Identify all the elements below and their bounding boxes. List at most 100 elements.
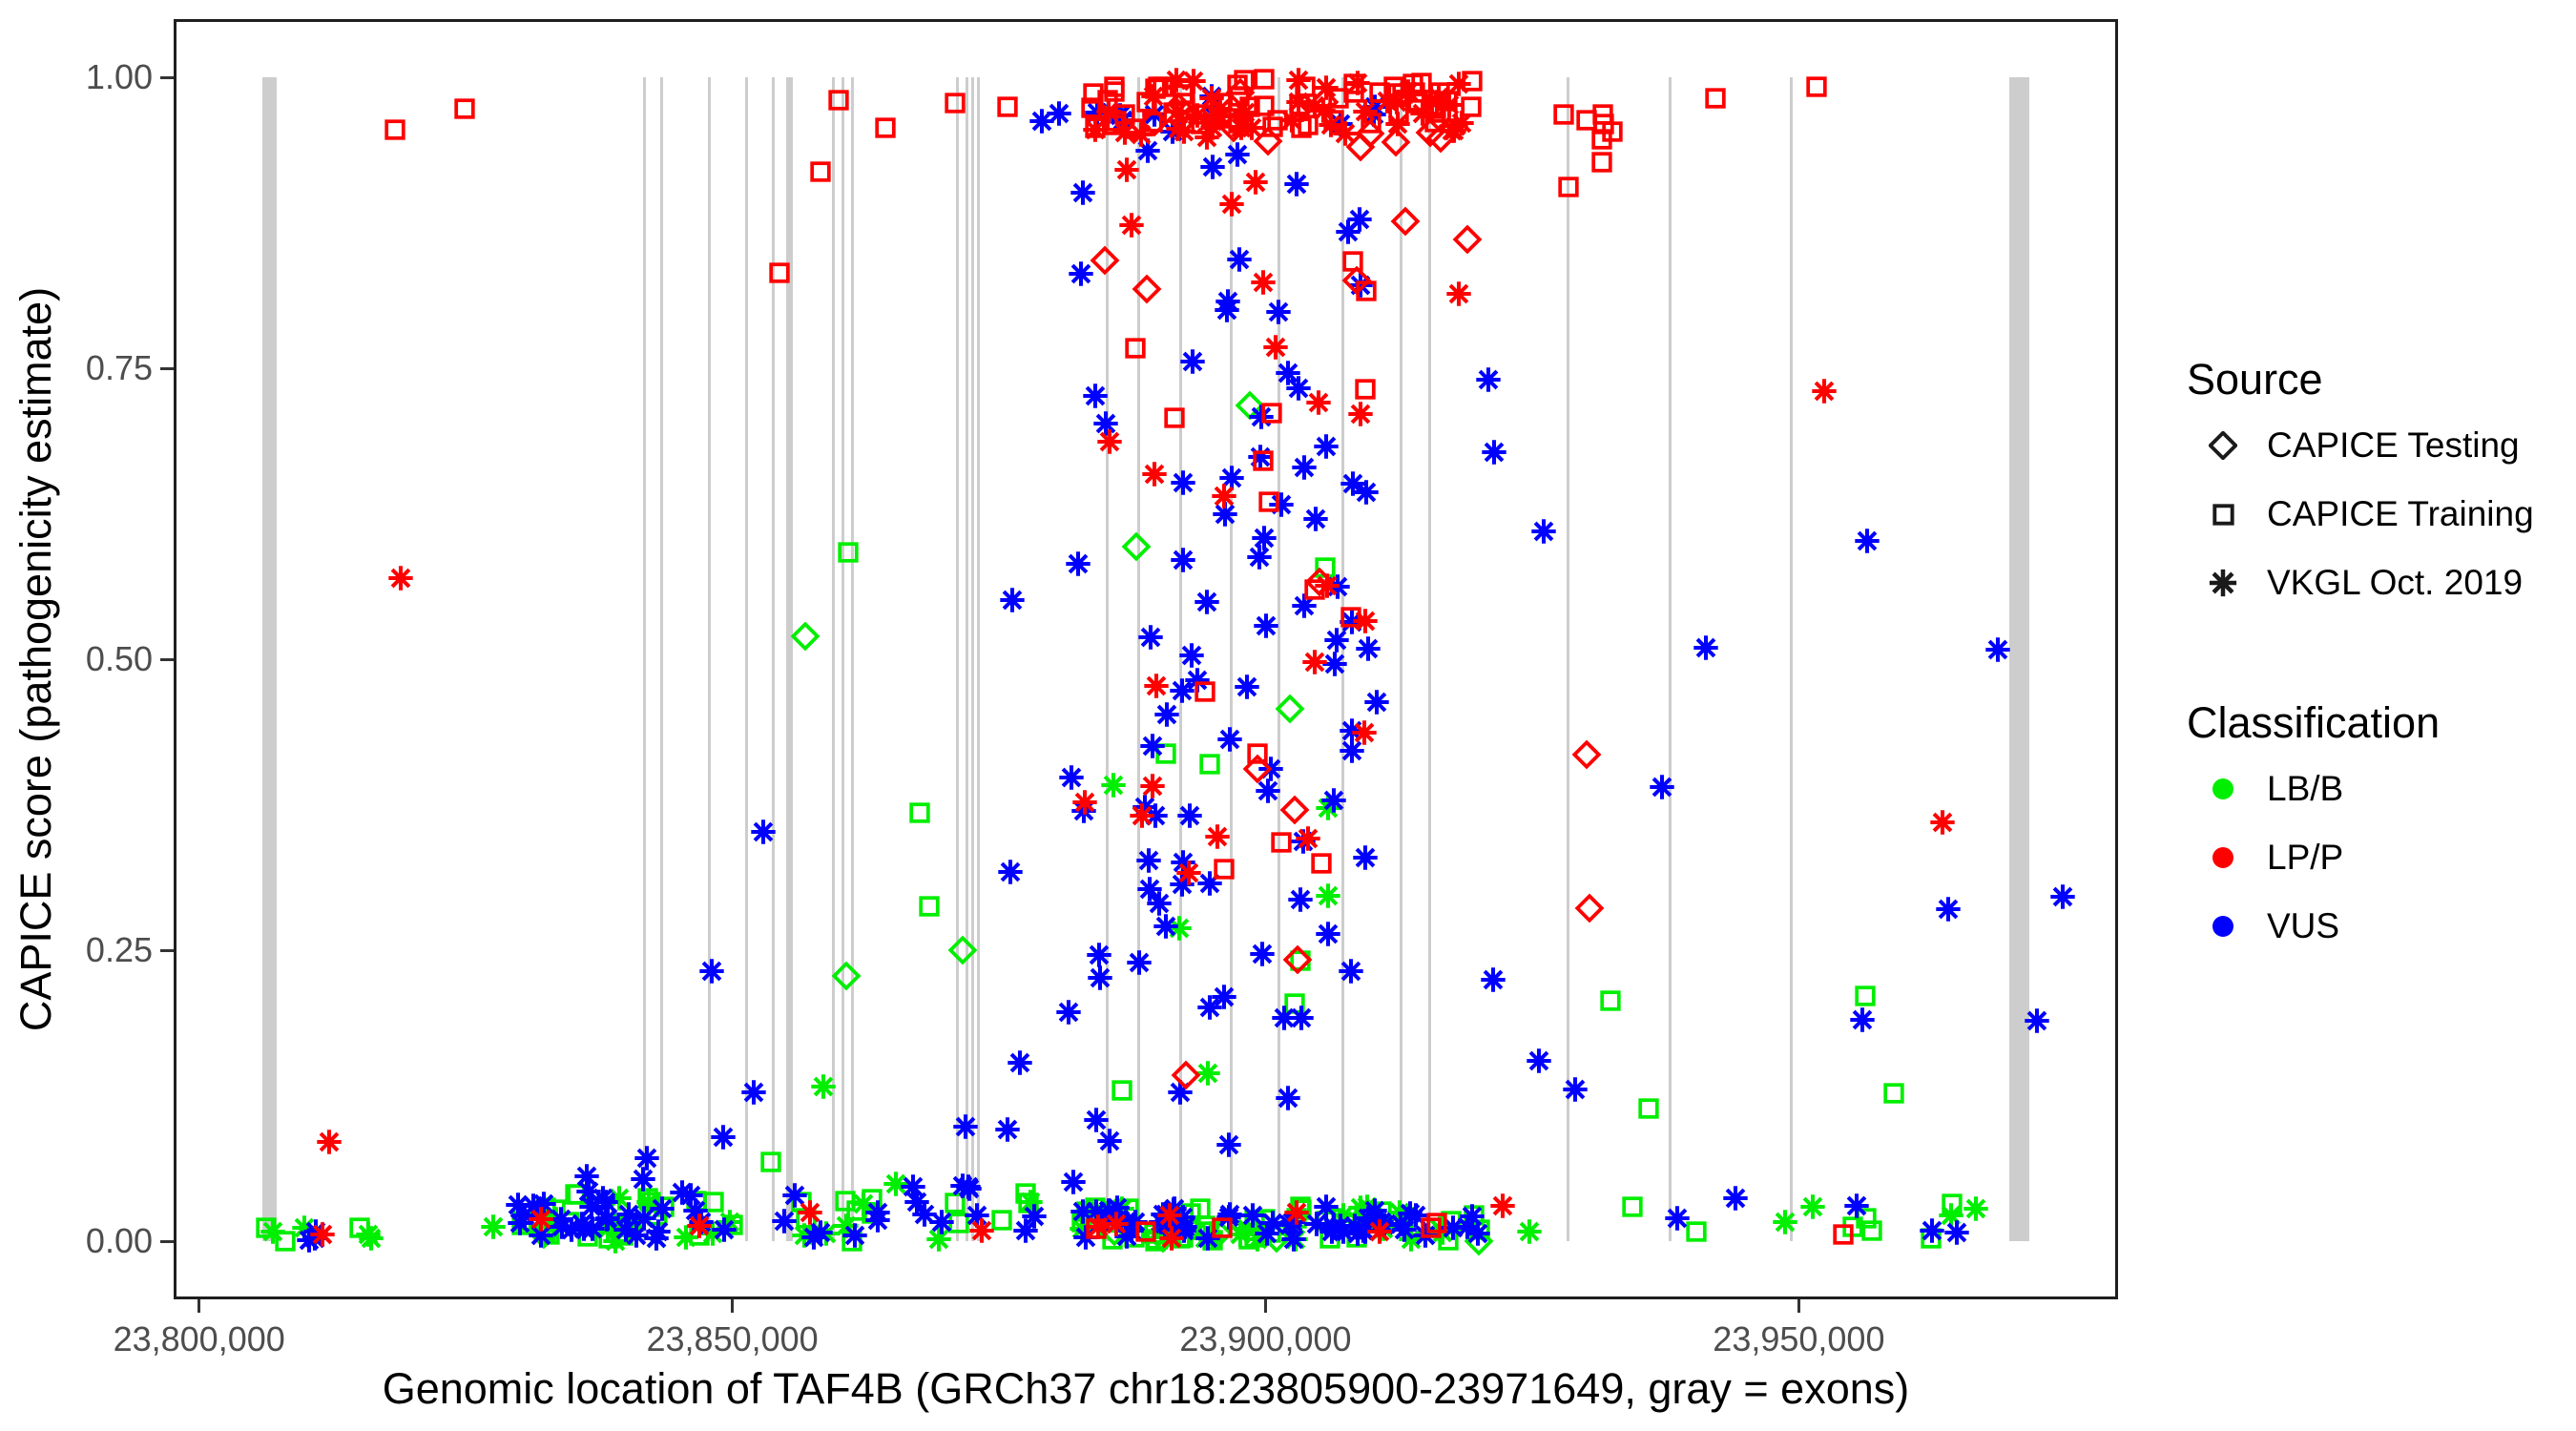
data-point xyxy=(1087,965,1112,991)
data-point xyxy=(1621,1196,1643,1217)
data-point xyxy=(1833,1224,1854,1245)
data-point xyxy=(1253,450,1275,471)
data-point xyxy=(1773,1210,1798,1235)
data-point xyxy=(1481,439,1506,465)
data-point xyxy=(1113,156,1139,182)
legend-item-vus: VUS xyxy=(2187,892,2339,961)
data-point xyxy=(1172,1060,1200,1089)
data-point xyxy=(1844,1192,1870,1218)
data-point xyxy=(1103,1211,1129,1236)
data-point xyxy=(687,1213,713,1238)
data-point xyxy=(1047,101,1072,127)
data-point xyxy=(998,860,1024,885)
data-point xyxy=(760,1151,781,1172)
data-point xyxy=(1366,1219,1392,1245)
data-point xyxy=(1179,642,1205,668)
data-point xyxy=(1963,1196,1988,1222)
data-point xyxy=(1171,470,1196,496)
data-point xyxy=(1250,269,1276,295)
data-point xyxy=(1139,773,1165,798)
data-point xyxy=(1310,88,1339,116)
exon-bar xyxy=(744,77,748,1241)
data-point xyxy=(1313,1194,1339,1220)
data-point xyxy=(1381,128,1410,156)
data-point xyxy=(1806,76,1828,97)
exon-bar xyxy=(659,77,663,1241)
data-point xyxy=(1072,790,1098,816)
data-point xyxy=(528,1206,553,1232)
data-point xyxy=(1254,126,1282,156)
exon-bar xyxy=(841,77,844,1241)
data-point xyxy=(1127,950,1153,976)
data-point xyxy=(1572,740,1601,769)
x-tick-label: 23,900,000 xyxy=(1179,1319,1352,1358)
data-point xyxy=(791,621,821,651)
data-point xyxy=(1083,383,1109,408)
y-tick-label: 1.00 xyxy=(85,57,153,96)
data-point xyxy=(769,262,790,283)
x-tick-mark xyxy=(197,1299,201,1313)
data-point xyxy=(1000,587,1026,612)
data-point xyxy=(481,1214,507,1240)
y-tick-mark xyxy=(160,75,174,79)
x-tick-label: 23,850,000 xyxy=(646,1319,819,1358)
data-point xyxy=(740,1079,766,1105)
data-point xyxy=(1086,942,1111,967)
data-point xyxy=(1254,613,1279,639)
y-tick-mark xyxy=(160,366,174,370)
data-point xyxy=(1196,994,1222,1020)
data-point xyxy=(630,1167,655,1192)
data-point xyxy=(1225,78,1255,108)
data-point xyxy=(1179,348,1205,374)
data-point xyxy=(1855,985,1876,1006)
legend-item-label: VKGL Oct. 2019 xyxy=(2267,563,2524,602)
data-point xyxy=(1214,859,1235,881)
data-point xyxy=(1082,116,1108,142)
data-point xyxy=(1339,958,1364,984)
data-point xyxy=(1305,567,1335,596)
square-open-icon xyxy=(2187,503,2259,526)
legend-item-label: CAPICE Testing xyxy=(2267,425,2520,465)
data-point xyxy=(260,1218,286,1244)
data-point xyxy=(1058,765,1084,791)
data-point xyxy=(1276,1085,1301,1110)
data-point xyxy=(1129,802,1154,828)
data-point xyxy=(358,1225,384,1251)
data-point xyxy=(712,1217,737,1243)
data-point xyxy=(1552,104,1574,125)
data-point xyxy=(909,802,930,823)
data-point xyxy=(1302,650,1328,675)
data-point xyxy=(1008,1050,1033,1076)
data-point xyxy=(1176,860,1202,885)
data-point xyxy=(1282,945,1312,974)
data-point xyxy=(1284,171,1310,197)
x-tick-label: 23,800,000 xyxy=(113,1319,285,1358)
data-point xyxy=(1283,1200,1309,1226)
data-point xyxy=(1194,124,1219,150)
legend-item-lbb: LB/B xyxy=(2187,755,2343,823)
lbb-dot-icon xyxy=(2212,778,2233,799)
y-tick-label: 0.00 xyxy=(85,1221,153,1260)
data-point xyxy=(1243,755,1272,783)
data-point xyxy=(1177,802,1203,828)
data-point xyxy=(317,1130,343,1155)
x-axis-title: Genomic location of TAF4B (GRCh37 chr18:… xyxy=(382,1364,1910,1413)
data-point xyxy=(1153,913,1178,939)
data-point xyxy=(1480,966,1506,992)
data-point xyxy=(1335,219,1361,245)
data-point xyxy=(1638,1098,1659,1119)
data-point xyxy=(1985,637,2011,663)
data-point xyxy=(1219,114,1248,142)
data-point xyxy=(310,1221,336,1247)
data-point xyxy=(1271,832,1292,853)
data-point xyxy=(968,1217,994,1243)
data-point xyxy=(1056,999,1082,1025)
data-point xyxy=(1260,403,1282,424)
data-point xyxy=(1348,401,1374,426)
data-point xyxy=(1575,894,1604,923)
vus-dot-icon xyxy=(2212,916,2233,937)
data-point xyxy=(1346,132,1375,161)
data-point xyxy=(1314,433,1340,459)
data-point xyxy=(956,1174,982,1200)
